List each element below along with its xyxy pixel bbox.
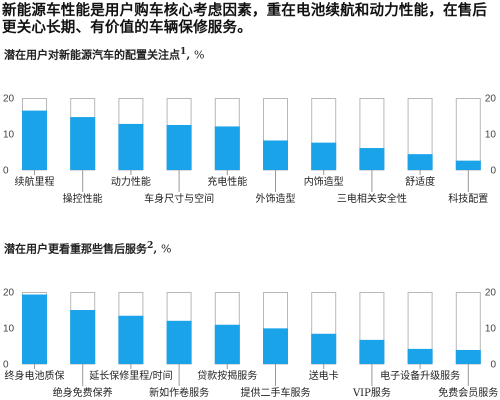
- chart-1-bar: [311, 142, 337, 170]
- chart-2-category-label: 贷款按揭服务: [197, 369, 257, 382]
- chart-1-bar-frame: [455, 98, 481, 171]
- chart-1-category-label: 科技配置: [448, 192, 488, 205]
- chart-2-category-label: VIP服务: [352, 386, 391, 399]
- chart-2-category-label: 送电卡: [309, 369, 339, 382]
- chart-2-category-label: 提供二手车服务: [241, 386, 311, 399]
- chart-1-category-label: 舒适度: [405, 175, 435, 188]
- chart-2-category-label: 电子设备升级服务: [380, 369, 460, 382]
- chart-2-ytick-left: 20: [3, 288, 15, 299]
- chart-1-bar: [455, 160, 481, 170]
- chart-1-bar: [70, 117, 96, 170]
- chart-2-bar: [70, 310, 96, 364]
- chart-2-bar: [407, 348, 433, 364]
- chart-1-category-label: 续航里程: [15, 175, 55, 188]
- chart-2-bar: [359, 339, 385, 364]
- chart-1-ytick-right: 10: [485, 130, 497, 141]
- chart-2-category-label: 终身电池质保: [5, 369, 65, 382]
- chart-1-bar: [359, 148, 385, 170]
- chart-1-bar: [407, 154, 433, 170]
- chart-2-ytick-left: 10: [3, 324, 15, 335]
- chart-2-category-label: 新如作卷服务: [149, 386, 209, 399]
- chart-2-ytick-left: 0: [3, 360, 9, 371]
- chart-2-category-label: 免费会员服务: [438, 386, 498, 399]
- chart-1-ytick-right: 0: [490, 166, 496, 177]
- chart-2-bar: [455, 349, 481, 364]
- chart-2-bar: [263, 328, 288, 364]
- chart-2-title-text: 潜在用户更看重那些售后服务: [4, 242, 147, 256]
- chart-1-bar: [263, 140, 288, 170]
- chart-2-bar: [214, 324, 240, 364]
- chart-1-category-label: 车身尺寸与空间: [144, 192, 214, 205]
- chart-1-ytick-left: 20: [3, 94, 15, 105]
- chart-1-bar: [118, 123, 144, 170]
- chart-1-ytick-right: 20: [485, 94, 497, 105]
- chart-1-title: 潜在用户对新能源汽车的配置关注点1, %: [4, 46, 205, 62]
- chart-1-category-label: 操控性能: [63, 192, 103, 205]
- headline: 新能源车性能是用户购车核心考虑因素，重在电池续航和动力性能，在售后更关心长期、有…: [2, 2, 488, 36]
- chart-1-bar: [22, 110, 47, 170]
- chart-1-category-label: 动力性能: [111, 175, 151, 188]
- chart-2-bar: [22, 294, 47, 364]
- chart-1-bar: [166, 125, 192, 170]
- chart-2-ytick-right: 20: [485, 288, 497, 299]
- chart-1-unit: %: [194, 48, 205, 62]
- chart-2-bar: [118, 315, 144, 364]
- chart-1-category-label: 外饰造型: [256, 192, 296, 205]
- chart-1-title-text: 潜在用户对新能源汽车的配置关注点: [4, 48, 180, 62]
- chart-2-footnote-mark: 2: [147, 240, 154, 251]
- chart-2-title: 潜在用户更看重那些售后服务2, %: [4, 240, 172, 256]
- chart-1-category-label: 充电性能: [207, 175, 247, 188]
- chart-1-category-label: 三电相关安全性: [337, 192, 407, 205]
- chart-2-bar: [311, 333, 337, 364]
- chart-1-ytick-left: 10: [3, 130, 15, 141]
- chart-2-ytick-right: 10: [485, 324, 497, 335]
- chart-1-footnote-mark: 1: [180, 46, 187, 57]
- chart-2-ytick-right: 0: [490, 360, 496, 371]
- chart-2-unit: %: [161, 242, 172, 256]
- chart-1-category-label: 内饰造型: [304, 175, 344, 188]
- chart-2-bar: [166, 320, 192, 364]
- chart-2-category-label: 绝身免费保养: [53, 386, 113, 399]
- chart-2-category-label: 延长保修里程/时间: [89, 369, 172, 382]
- chart-1-bar: [214, 126, 240, 170]
- chart-1-ytick-left: 0: [3, 166, 9, 177]
